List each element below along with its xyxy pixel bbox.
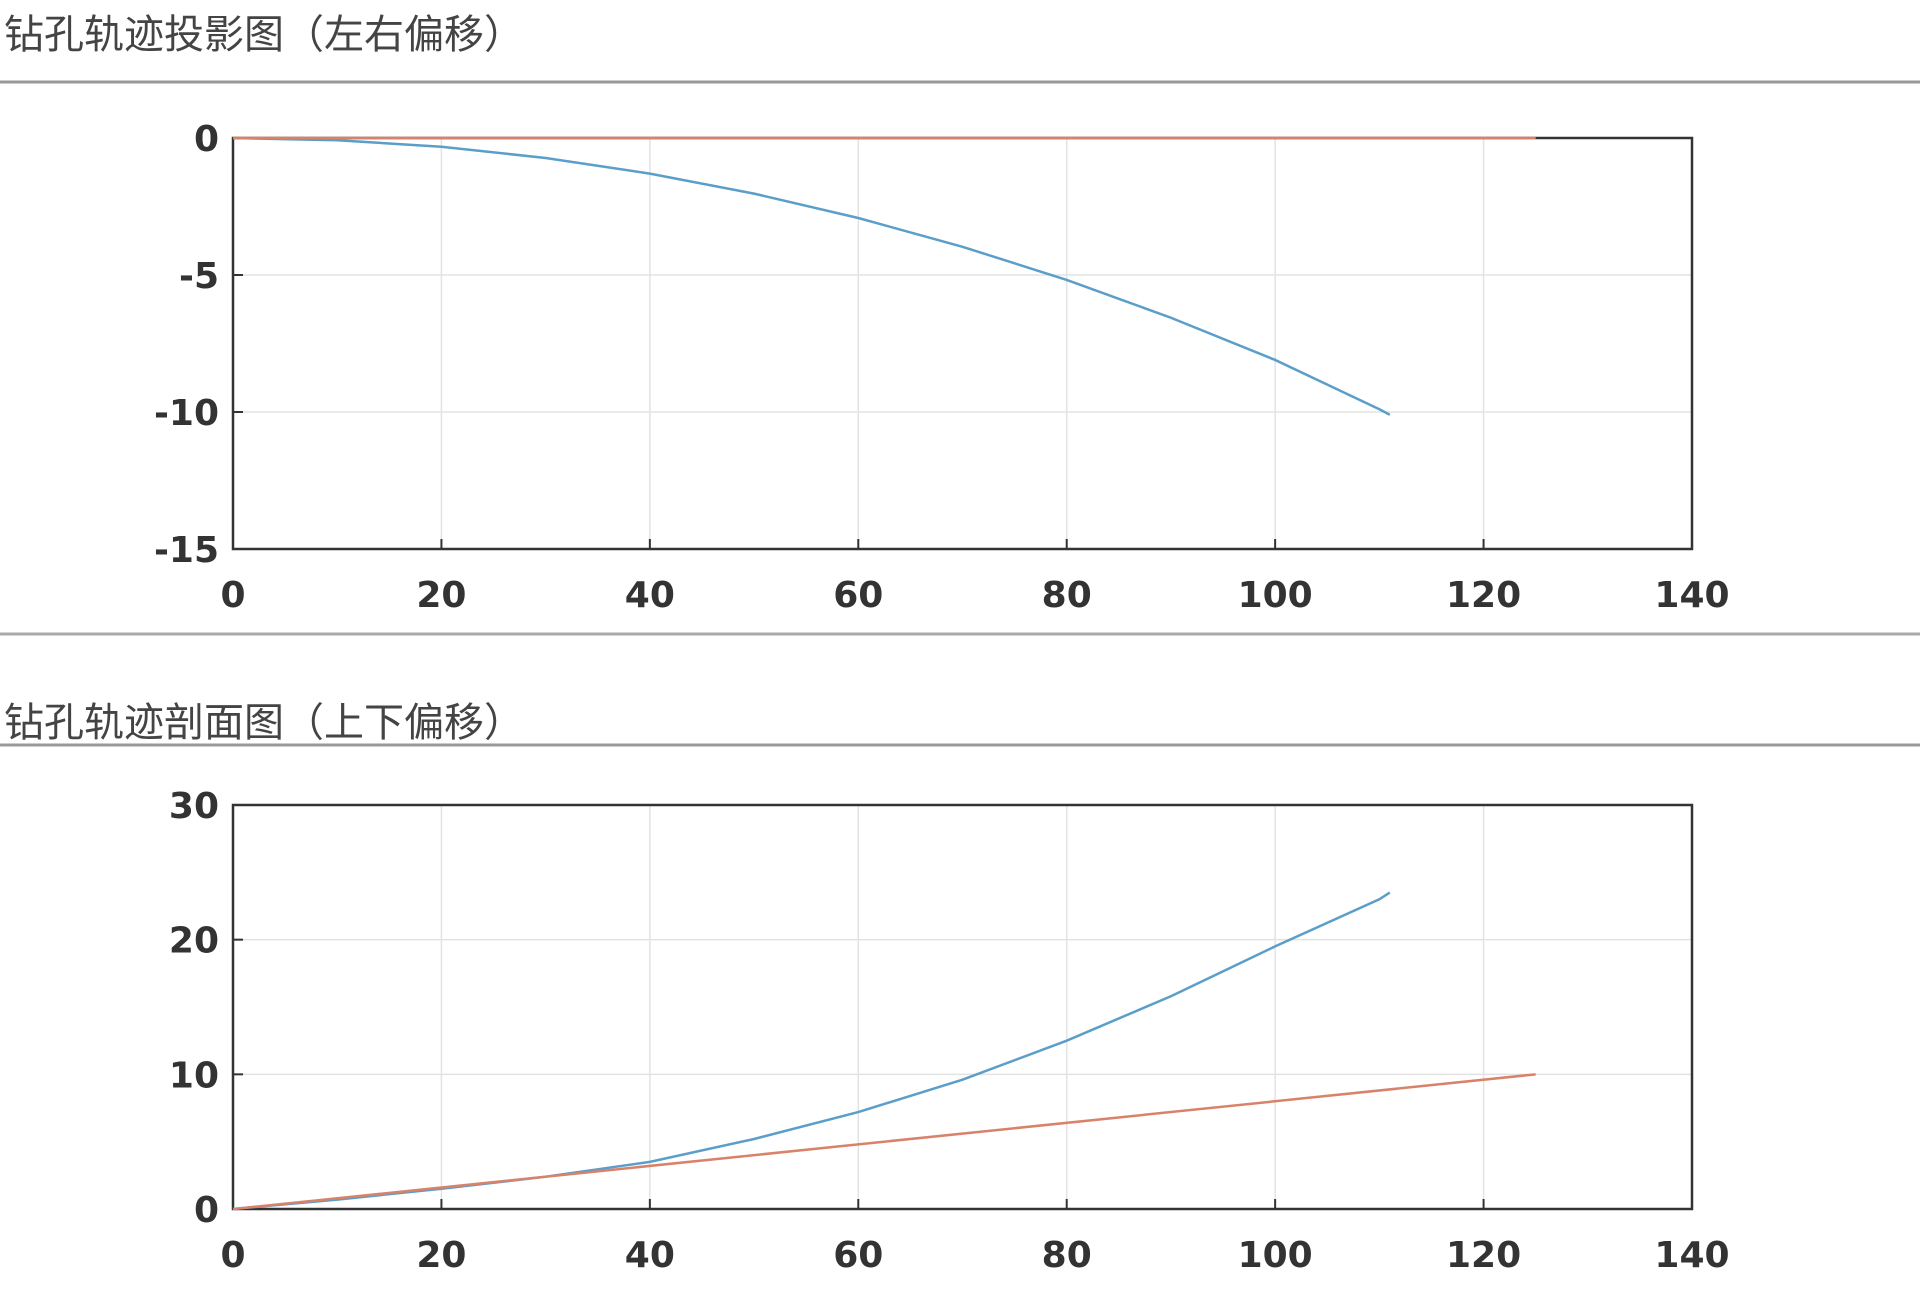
y-tick-label: 0: [194, 1190, 219, 1231]
x-tick-label: 120: [1446, 1235, 1521, 1276]
y-tick-label: 0: [194, 119, 219, 160]
x-tick-label: 20: [416, 1235, 466, 1276]
x-tick-label: 40: [625, 1235, 675, 1276]
y-tick-label: -10: [154, 393, 219, 434]
plot-frame: [231, 136, 1694, 551]
y-tick-label: 30: [169, 786, 219, 827]
plot-frame: [231, 803, 1694, 1211]
x-tick-label: 100: [1238, 575, 1313, 616]
series-line: [232, 891, 1391, 1211]
y-tick-label: 10: [169, 1055, 219, 1096]
y-tick-label: -15: [154, 530, 219, 571]
series-line: [232, 1073, 1536, 1211]
x-tick-label: 60: [833, 575, 883, 616]
section-title: 钻孔轨迹投影图（左右偏移）: [4, 12, 524, 58]
x-tick-label: 0: [220, 575, 245, 616]
x-tick-label: 100: [1238, 1235, 1313, 1276]
x-tick-label: 140: [1654, 1235, 1729, 1276]
x-tick-label: 60: [833, 1235, 883, 1276]
x-tick-label: 0: [220, 1235, 245, 1276]
x-tick-label: 120: [1446, 575, 1521, 616]
x-tick-label: 80: [1042, 575, 1092, 616]
y-tick-label: 20: [169, 921, 219, 962]
x-tick-label: 20: [416, 575, 466, 616]
x-tick-label: 140: [1654, 575, 1729, 616]
x-tick-label: 40: [625, 575, 675, 616]
x-tick-label: 80: [1042, 1235, 1092, 1276]
series-line: [232, 136, 1391, 416]
y-tick-label: -5: [179, 256, 219, 297]
section-title: 钻孔轨迹剖面图（上下偏移）: [4, 700, 524, 746]
